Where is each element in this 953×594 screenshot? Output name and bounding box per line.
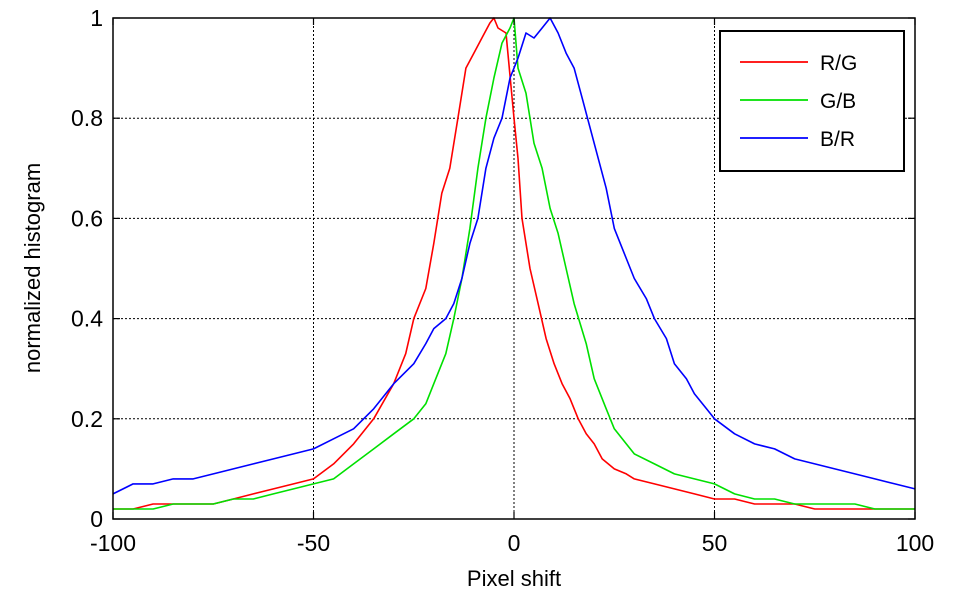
legend-label: B/R: [820, 128, 855, 151]
y-tick-label: 0.4: [71, 306, 103, 332]
y-axis-label: normalized histogram: [20, 163, 45, 373]
legend-box: [719, 30, 905, 172]
x-axis-label: Pixel shift: [467, 566, 561, 591]
x-tick-label: 50: [702, 530, 728, 556]
data-series: [112, 17, 916, 510]
legend: R/G G/B B/R: [719, 30, 905, 172]
x-tick-label: -100: [90, 530, 136, 556]
y-tick-label: 0.8: [71, 105, 103, 131]
series-line-0: [113, 17, 915, 510]
x-tick-label: 100: [896, 530, 934, 556]
x-tick-label: -50: [297, 530, 330, 556]
y-tick-label: 0.6: [71, 205, 103, 231]
series-line-2: [112, 17, 916, 495]
legend-label: R/G: [820, 52, 857, 75]
y-tick-label: 1: [90, 5, 103, 31]
axis-ticks: -100 -50 0 50 100 0 0.2 0.4 0.6 0.8 1: [71, 5, 934, 556]
x-tick-label: 0: [508, 530, 521, 556]
legend-label: G/B: [820, 90, 856, 113]
y-tick-label: 0.2: [71, 406, 103, 432]
y-tick-label: 0: [90, 506, 103, 532]
series-line-1: [113, 17, 915, 510]
